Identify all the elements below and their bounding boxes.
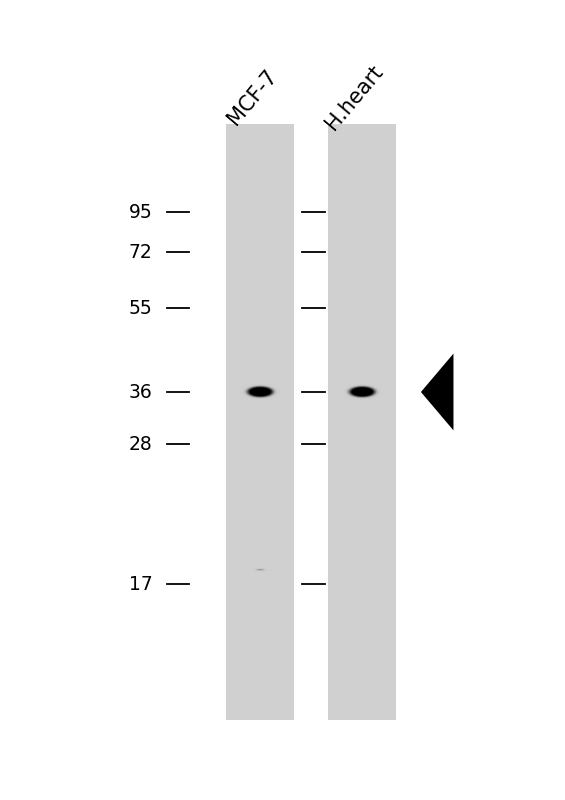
Text: 28: 28 bbox=[129, 434, 153, 454]
Text: MCF-7: MCF-7 bbox=[224, 66, 281, 129]
Bar bbox=[328, 124, 396, 720]
Text: 95: 95 bbox=[129, 202, 153, 222]
Bar bbox=[226, 124, 294, 720]
Polygon shape bbox=[421, 354, 454, 430]
Text: 17: 17 bbox=[129, 574, 153, 594]
Text: H.heart: H.heart bbox=[321, 62, 386, 134]
Text: 72: 72 bbox=[129, 242, 153, 262]
Text: 55: 55 bbox=[129, 298, 153, 318]
Text: 36: 36 bbox=[129, 382, 153, 402]
